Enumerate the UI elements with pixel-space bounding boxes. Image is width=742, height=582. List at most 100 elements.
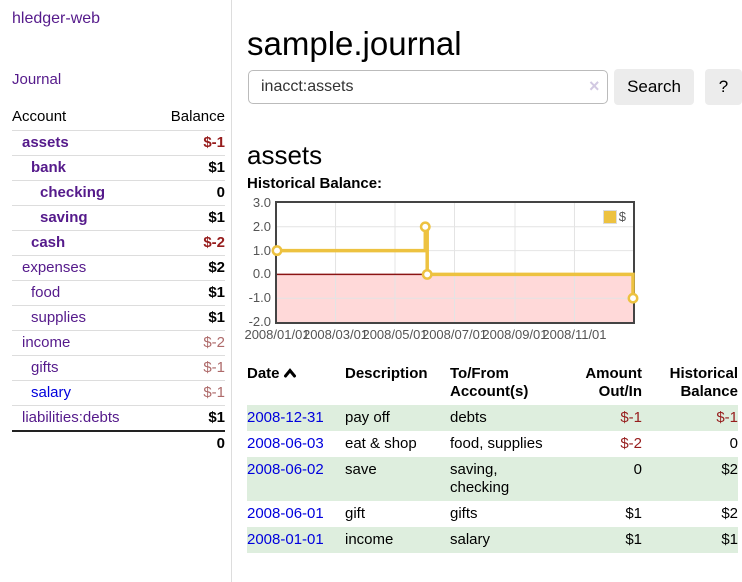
account-balance: $-1 <box>153 380 225 406</box>
transaction-accounts: debts <box>450 409 487 426</box>
search-button[interactable]: Search <box>614 69 694 105</box>
account-balance: $1 <box>153 155 225 181</box>
accounts-total-spacer <box>12 430 154 456</box>
accounts-total-row: 0 <box>12 430 225 456</box>
transaction-amount: $1 <box>625 505 642 522</box>
account-link-liabilities-debts[interactable]: liabilities:debts <box>22 409 120 426</box>
account-row: gifts $-1 <box>12 355 225 381</box>
account-link-gifts[interactable]: gifts <box>31 359 59 376</box>
transaction-row: 2008-06-03 eat & shop food, supplies $-2 0 <box>247 431 738 457</box>
transaction-row: 2008-06-02 save saving, checking 0 $2 <box>247 457 738 501</box>
transaction-description: pay off <box>345 409 390 426</box>
register-header-description: Description <box>345 365 428 382</box>
account-balance: $1 <box>153 205 225 231</box>
y-axis-tick-label: 3.0 <box>252 195 271 210</box>
clear-search-icon[interactable]: × <box>589 76 600 96</box>
search-input[interactable] <box>248 70 608 104</box>
register-header-amount: Amount Out/In <box>585 365 642 400</box>
transaction-balance: $2 <box>721 461 738 478</box>
account-balance: $1 <box>153 305 225 331</box>
account-balance: $-1 <box>153 130 225 156</box>
transaction-amount: $1 <box>625 531 642 548</box>
transaction-description: income <box>345 531 394 548</box>
account-link-income[interactable]: income <box>22 334 71 351</box>
account-link-food[interactable]: food <box>31 284 61 301</box>
historical-balance-chart[interactable]: $ <box>271 201 639 324</box>
account-link-bank[interactable]: bank <box>31 159 67 176</box>
help-button[interactable]: ? <box>705 69 742 105</box>
account-row: income $-2 <box>12 330 225 356</box>
transaction-row: 2008-12-31 pay off debts $-1 $-1 <box>247 405 738 431</box>
account-row: assets $-1 <box>12 130 225 156</box>
transaction-date-link[interactable]: 2008-06-01 <box>247 505 324 522</box>
register-table: Date Description To/From Account(s) Amou… <box>247 361 738 553</box>
x-axis-tick-label: 2008/01/01 <box>244 327 310 342</box>
accounts-header-row: Account Balance <box>12 104 225 131</box>
account-row: supplies $1 <box>12 305 225 331</box>
transaction-date-link[interactable]: 2008-06-03 <box>247 435 324 452</box>
account-link-salary[interactable]: salary <box>31 384 72 401</box>
account-link-supplies[interactable]: supplies <box>31 309 87 326</box>
transaction-amount: 0 <box>633 461 642 478</box>
account-link-assets[interactable]: assets <box>22 134 69 151</box>
legend-label: $ <box>618 209 626 224</box>
y-axis-tick-label: -1.0 <box>248 290 271 306</box>
y-axis-tick-label: -2.0 <box>248 314 271 329</box>
transaction-accounts: saving, checking <box>450 461 510 496</box>
account-balance: $-2 <box>153 230 225 256</box>
transaction-balance: $1 <box>721 531 738 548</box>
sort-ascending-icon <box>283 368 296 378</box>
transaction-description: eat & shop <box>345 435 417 452</box>
transaction-balance: $-1 <box>716 409 738 426</box>
account-row: food $1 <box>12 280 225 306</box>
register-header-row: Date Description To/From Account(s) Amou… <box>247 361 738 405</box>
account-balance: $-2 <box>153 330 225 356</box>
chart-canvas[interactable] <box>271 203 639 322</box>
account-balance: $-1 <box>153 355 225 381</box>
account-row: salary $-1 <box>12 380 225 406</box>
register-header-date[interactable]: Date <box>247 361 345 405</box>
accounts-total-value: 0 <box>153 430 225 456</box>
transaction-date-link[interactable]: 2008-01-01 <box>247 531 324 548</box>
sidebar: hledger-web Journal Account Balance asse… <box>0 0 232 582</box>
account-link-checking[interactable]: checking <box>40 184 106 201</box>
app-title-link[interactable]: hledger-web <box>12 10 101 27</box>
x-axis-tick-label: 2008/07/01 <box>421 327 488 342</box>
sidebar-item-journal[interactable]: Journal <box>12 71 62 88</box>
transaction-balance: $2 <box>721 505 738 522</box>
account-balance: $2 <box>153 255 225 281</box>
transaction-date-link[interactable]: 2008-12-31 <box>247 409 324 426</box>
account-balance: $1 <box>153 280 225 306</box>
account-row: cash $-2 <box>12 230 225 256</box>
chart-title: Historical Balance: <box>247 175 383 192</box>
accounts-header-account: Account <box>12 108 67 125</box>
account-link-saving[interactable]: saving <box>40 209 88 226</box>
page-title: sample.journal <box>247 25 462 63</box>
account-row: bank $1 <box>12 155 225 181</box>
accounts-balance-table: Account Balance assets $-1 bank $1 checking 0… <box>12 104 225 456</box>
y-axis-tick-label: 2.0 <box>252 218 271 234</box>
account-balance: 0 <box>153 180 225 206</box>
y-axis-tick-label: 0.0 <box>252 266 271 282</box>
account-link-cash[interactable]: cash <box>31 234 66 251</box>
account-row: saving $1 <box>12 205 225 231</box>
account-link-expenses[interactable]: expenses <box>22 259 87 276</box>
accounts-header-balance: Balance <box>170 108 225 125</box>
register-header-accounts: To/From Account(s) <box>450 365 529 400</box>
transaction-date-link[interactable]: 2008-06-02 <box>247 461 324 478</box>
account-row: checking 0 <box>12 180 225 206</box>
register-header-balance: Historical Balance <box>669 365 738 400</box>
transaction-accounts: gifts <box>450 505 478 522</box>
account-heading: assets <box>247 139 323 170</box>
transaction-accounts: salary <box>450 531 491 548</box>
transaction-description: save <box>345 461 377 478</box>
transaction-accounts: food, supplies <box>450 435 543 452</box>
transaction-amount: $-1 <box>620 409 642 426</box>
chart-legend: $ <box>600 208 628 225</box>
account-row: expenses $2 <box>12 255 225 281</box>
transaction-row: 2008-01-01 income salary $1 $1 <box>247 527 738 553</box>
x-axis-tick-label: 2008/03/01 <box>302 327 369 342</box>
x-axis-tick-label: 2008/11/01 <box>542 327 607 342</box>
x-axis-tick-label: 2008/09/01 <box>482 327 548 342</box>
legend-swatch-icon <box>602 209 617 224</box>
